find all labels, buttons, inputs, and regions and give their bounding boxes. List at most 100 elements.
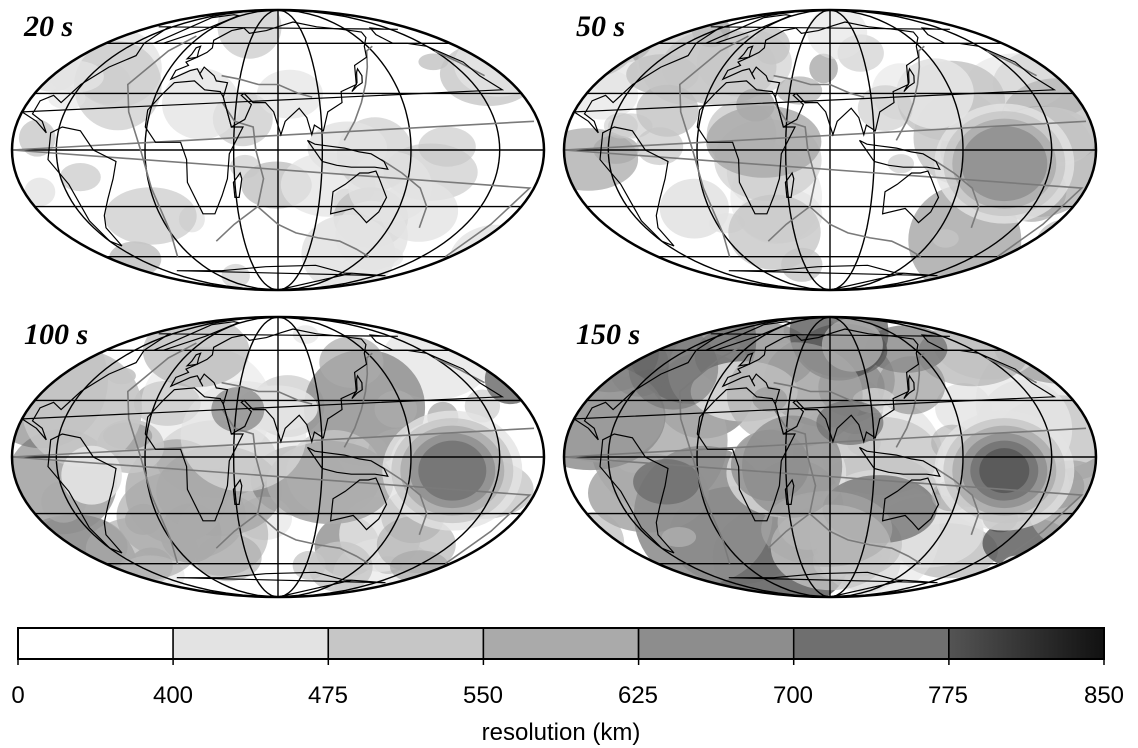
coastline bbox=[784, 171, 795, 198]
coastline bbox=[176, 571, 386, 597]
coastline bbox=[599, 433, 675, 554]
plate-boundary bbox=[126, 342, 197, 564]
resolution-field bbox=[564, 10, 1096, 290]
plate-boundary bbox=[126, 35, 197, 257]
colorbar-segment bbox=[172, 627, 329, 660]
resolution-blob bbox=[438, 21, 474, 42]
colorbar-segment bbox=[482, 627, 640, 660]
colorbar-segment bbox=[637, 627, 795, 660]
meridian-line bbox=[144, 316, 279, 598]
resolution-blob bbox=[448, 224, 544, 290]
map-panel-100s: 100 s bbox=[10, 315, 546, 599]
coastline bbox=[329, 477, 388, 531]
resolution-blob bbox=[418, 126, 476, 167]
resolution-blob bbox=[659, 178, 730, 239]
meridian-line bbox=[277, 9, 323, 291]
colorbar-title: resolution (km) bbox=[482, 719, 641, 746]
colorbar-tick-label: 0 bbox=[11, 682, 24, 709]
colorbar-tick-label: 850 bbox=[1084, 682, 1124, 709]
map-outline bbox=[562, 315, 1098, 599]
resolution-blob bbox=[728, 194, 821, 270]
coastline bbox=[728, 264, 938, 290]
meridian-line bbox=[607, 316, 831, 598]
coastline bbox=[705, 321, 793, 351]
coastlines bbox=[20, 321, 505, 597]
meridian-line bbox=[785, 316, 831, 598]
resolution-blob bbox=[104, 187, 197, 245]
meridian-line bbox=[277, 9, 412, 291]
coastline bbox=[169, 21, 368, 137]
plate-boundary bbox=[773, 74, 865, 98]
coastline bbox=[859, 446, 941, 477]
plate-boundary bbox=[809, 512, 922, 565]
coastline bbox=[47, 126, 123, 247]
meridian-line bbox=[696, 9, 831, 291]
resolution-blob bbox=[85, 516, 198, 581]
plate-boundaries bbox=[12, 342, 535, 565]
plate-boundary bbox=[221, 381, 313, 405]
resolution-blob bbox=[809, 53, 838, 84]
coastline bbox=[737, 352, 754, 367]
panel-label: 20 s bbox=[23, 10, 73, 43]
plate-boundary bbox=[564, 427, 1087, 565]
mollweide-map bbox=[562, 8, 1098, 292]
plate-boundary bbox=[986, 357, 1037, 384]
meridian-line bbox=[696, 316, 831, 598]
coastline bbox=[329, 170, 388, 224]
resolution-blob bbox=[292, 325, 319, 344]
coastline bbox=[721, 328, 920, 444]
coastline bbox=[153, 321, 241, 351]
coastline bbox=[47, 433, 123, 554]
plate-boundary bbox=[215, 102, 265, 242]
meridian-line bbox=[233, 316, 279, 598]
colorbar-segment bbox=[948, 627, 1105, 660]
resolution-blob bbox=[608, 113, 653, 139]
map-outline bbox=[562, 8, 1098, 292]
pacific-low-resolution bbox=[418, 440, 487, 501]
plate-boundary bbox=[678, 35, 749, 257]
colorbar-tick-label: 775 bbox=[928, 682, 968, 709]
plate-boundary bbox=[380, 465, 428, 536]
plate-boundary bbox=[767, 102, 817, 242]
resolution-blob bbox=[753, 27, 790, 65]
coastline bbox=[721, 21, 920, 137]
plate-boundary bbox=[678, 342, 749, 564]
resolution-blob bbox=[661, 527, 697, 547]
coastline bbox=[144, 80, 244, 215]
panel-label: 50 s bbox=[576, 10, 625, 43]
coastline bbox=[232, 478, 243, 505]
colorbar-tick-label: 400 bbox=[153, 682, 193, 709]
coastline bbox=[351, 67, 363, 93]
plate-boundary bbox=[809, 205, 922, 258]
colorbar-segments bbox=[17, 627, 1105, 665]
coastline bbox=[307, 446, 389, 477]
resolution-blob bbox=[59, 163, 101, 192]
resolution-blob bbox=[374, 390, 418, 428]
plate-boundary bbox=[221, 74, 313, 98]
plate-boundaries bbox=[564, 35, 1087, 258]
resolution-blob bbox=[24, 177, 56, 207]
colorbar-segment bbox=[327, 627, 485, 660]
plate-boundary bbox=[773, 381, 865, 405]
coastline bbox=[185, 352, 202, 367]
plate-boundary bbox=[12, 120, 535, 258]
resolution-blob bbox=[932, 229, 959, 248]
resolution-blob bbox=[379, 180, 459, 242]
meridian-line bbox=[829, 9, 875, 291]
plate-boundary bbox=[564, 120, 1087, 258]
plate-boundary bbox=[434, 50, 485, 77]
plate-boundary bbox=[12, 427, 535, 565]
plate-boundary bbox=[215, 409, 265, 549]
plate-boundary bbox=[895, 352, 925, 448]
resolution-blob bbox=[301, 214, 396, 290]
pacific-low-resolution bbox=[961, 126, 1048, 202]
plate-boundaries bbox=[564, 342, 1087, 565]
meridian-line bbox=[144, 9, 279, 291]
panel-label: 100 s bbox=[24, 318, 88, 351]
resolution-blob bbox=[142, 317, 250, 388]
resolution-field bbox=[12, 317, 544, 597]
coastlines bbox=[20, 14, 505, 290]
resolution-blob bbox=[61, 445, 122, 505]
resolution-blob bbox=[12, 532, 56, 586]
coastline bbox=[153, 14, 241, 44]
